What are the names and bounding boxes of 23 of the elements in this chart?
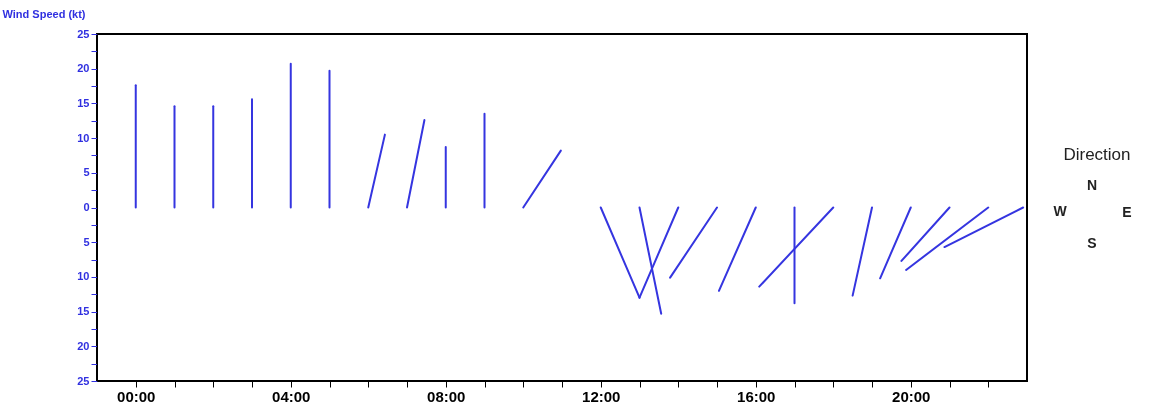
- text: N: [1086, 177, 1098, 193]
- text: W: [1053, 203, 1068, 219]
- y-tick-label: 20: [77, 62, 90, 75]
- x-tick-label: 00:00: [117, 387, 156, 405]
- y-tick-label: 0: [83, 201, 90, 213]
- y-tick-label: 5: [83, 166, 90, 179]
- x-tick-label: 08:00: [427, 387, 466, 405]
- y-tick-label: 25: [77, 27, 90, 40]
- y-tick-label: 15: [77, 96, 90, 109]
- x-tick-label: 20:00: [892, 387, 931, 405]
- x-tick-label: 16:00: [737, 387, 776, 405]
- y-tick-label: 5: [83, 235, 90, 248]
- x-tick-label: 12:00: [582, 387, 621, 405]
- text: S: [1087, 235, 1097, 251]
- y-tick-label: 15: [77, 305, 90, 318]
- y-tick-label: 25: [77, 374, 90, 387]
- text: E: [1122, 204, 1132, 220]
- y-tick-label: 10: [77, 270, 90, 283]
- y-axis-title: Wind Speed (kt): [2, 7, 86, 20]
- y-tick-label: 20: [77, 339, 90, 352]
- y-tick-label: 10: [77, 131, 90, 144]
- x-tick-label: 04:00: [272, 387, 311, 405]
- text: Direction: [1063, 145, 1131, 164]
